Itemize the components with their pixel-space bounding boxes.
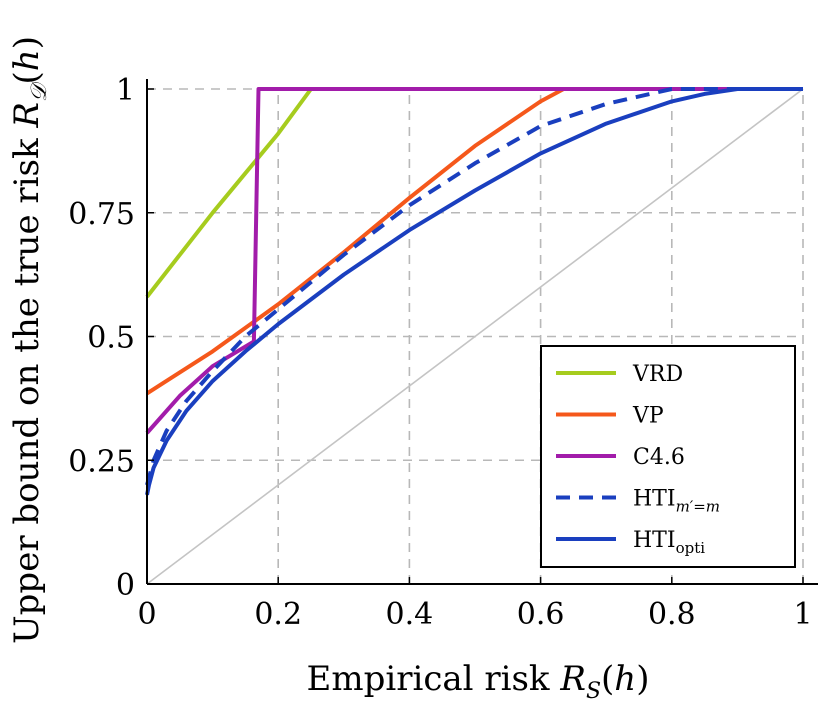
tick-labels: 0 0.2 0.4 0.6 0.8 1 0 0.25 0.5 0.75 1 — [68, 73, 812, 632]
y-tick-label: 0.5 — [87, 321, 135, 356]
x-tick-label: 0.2 — [254, 597, 302, 632]
legend-label-4: HTIm′=m — [633, 487, 720, 516]
legend-label-3: C4.6 — [633, 445, 685, 470]
reference-line — [146, 88, 804, 585]
series-lines — [145, 87, 803, 496]
y-tick-label: 1 — [116, 73, 135, 108]
legend-label-5: HTIopti — [633, 528, 705, 557]
x-tick-label: 0.6 — [517, 597, 565, 632]
y-tick-label: 0.75 — [68, 197, 135, 232]
y-tick-label: 0.25 — [68, 444, 135, 479]
series-line-hti — [145, 87, 803, 496]
series-line-vp — [145, 87, 565, 396]
x-tick-label: 0.8 — [648, 597, 696, 632]
x-axis-label: Empirical risk RS(h) — [307, 659, 650, 704]
series-line-c4-6 — [145, 87, 803, 435]
diagonal-reference-line — [146, 88, 804, 585]
x-tick-label: 0.4 — [386, 597, 434, 632]
legend-label-2: VP — [632, 404, 664, 429]
x-tick-label: 0 — [137, 597, 156, 632]
axes — [146, 79, 818, 585]
series-line-hti-dashed — [145, 87, 803, 486]
legend-label-1: VRD — [632, 362, 683, 387]
legend: VRD VP C4.6 HTIm′=m HTIopti — [540, 345, 796, 568]
series-line-vrd — [145, 87, 313, 299]
x-tick-label: 1 — [793, 597, 812, 632]
y-axis-label: Upper bound on the true risk R𝒟(h) — [7, 36, 52, 644]
y-tick-label: 0 — [116, 568, 135, 603]
